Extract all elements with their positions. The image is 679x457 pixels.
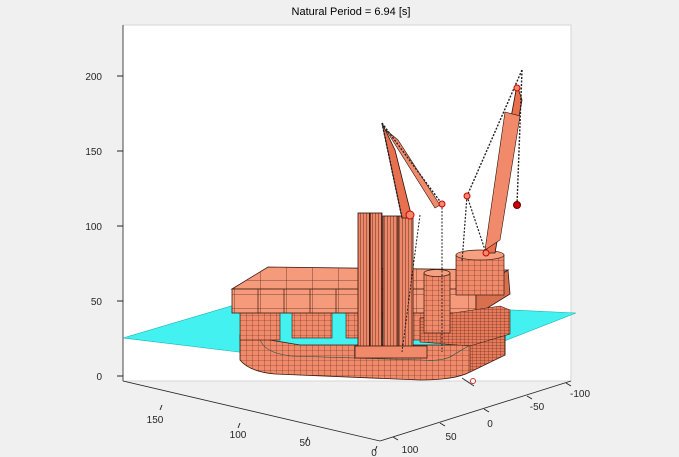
- front-cylinder: [423, 269, 451, 334]
- z-tick-label: 100: [85, 222, 102, 233]
- x-tick-label: 50: [299, 438, 311, 449]
- leg-towers: [354, 212, 428, 359]
- z-tick-label: 50: [91, 297, 103, 308]
- y-tick-label: 100: [402, 445, 419, 456]
- rear-cylinder: [455, 249, 505, 296]
- y-tick-label: -50: [530, 402, 545, 413]
- y-tick-label: -100: [570, 389, 590, 400]
- z-axis: 0 50 100 150 200: [85, 72, 123, 383]
- x-axis: 150 100 50 0: [147, 404, 378, 457]
- y-tick-label: 0: [487, 419, 493, 430]
- y-tick-label: 50: [445, 432, 457, 443]
- z-tick-label: 150: [85, 147, 102, 158]
- crane-right: [461, 69, 523, 263]
- x-tick-label: 100: [230, 430, 247, 441]
- z-tick-label: 200: [85, 72, 102, 83]
- crane-left: [381, 122, 446, 353]
- chart-title: Natural Period = 6.94 [s]: [292, 6, 411, 18]
- x-tick-label: 0: [371, 448, 377, 457]
- z-tick-label: 0: [96, 372, 102, 383]
- axes-box: [122, 24, 572, 442]
- anchor-marker: [461, 377, 476, 387]
- x-tick-label: 150: [147, 415, 164, 426]
- y-axis: 100 50 0 -50 -100: [392, 382, 590, 456]
